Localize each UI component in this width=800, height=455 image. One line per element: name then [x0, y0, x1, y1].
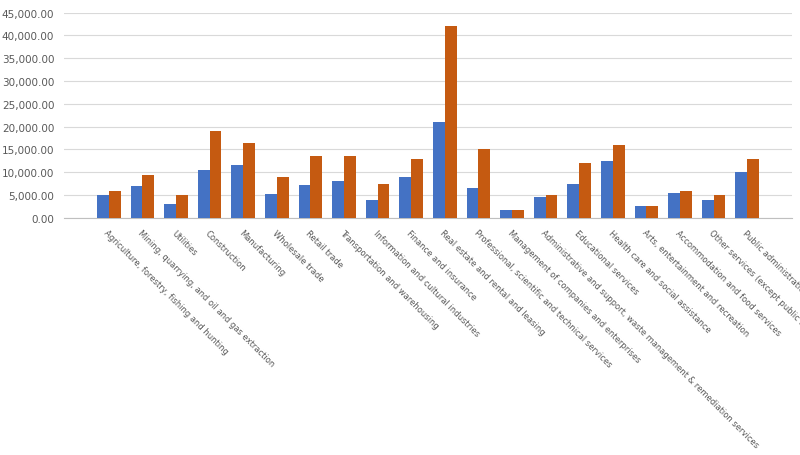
- Bar: [680, 191, 692, 218]
- Bar: [411, 159, 423, 218]
- Bar: [579, 164, 591, 218]
- Bar: [231, 166, 243, 218]
- Bar: [534, 198, 546, 218]
- Bar: [445, 27, 457, 218]
- Bar: [399, 177, 411, 218]
- Bar: [478, 150, 490, 218]
- Bar: [130, 187, 142, 218]
- Bar: [714, 196, 726, 218]
- Bar: [298, 186, 310, 218]
- Bar: [265, 195, 277, 218]
- Bar: [176, 196, 188, 218]
- Bar: [142, 175, 154, 218]
- Bar: [500, 210, 512, 218]
- Bar: [210, 132, 222, 218]
- Bar: [277, 177, 289, 218]
- Bar: [433, 123, 445, 218]
- Bar: [512, 211, 524, 218]
- Bar: [567, 184, 579, 218]
- Bar: [735, 173, 747, 218]
- Bar: [198, 171, 210, 218]
- Bar: [646, 207, 658, 218]
- Bar: [634, 207, 646, 218]
- Bar: [332, 182, 344, 218]
- Bar: [378, 184, 390, 218]
- Bar: [366, 200, 378, 218]
- Bar: [466, 189, 478, 218]
- Bar: [344, 157, 356, 218]
- Bar: [613, 146, 625, 218]
- Bar: [702, 200, 714, 218]
- Bar: [747, 159, 759, 218]
- Bar: [668, 193, 680, 218]
- Bar: [601, 162, 613, 218]
- Bar: [310, 157, 322, 218]
- Bar: [243, 143, 255, 218]
- Bar: [109, 191, 121, 218]
- Bar: [546, 196, 558, 218]
- Bar: [164, 205, 176, 218]
- Bar: [97, 196, 109, 218]
